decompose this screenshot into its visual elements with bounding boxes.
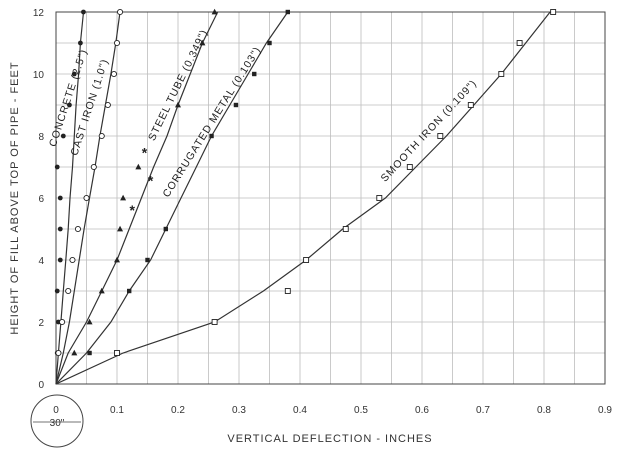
data-point-4 — [406, 164, 413, 170]
data-point-3 — [209, 133, 214, 139]
x-tick-label: 0.6 — [415, 405, 429, 416]
x-axis-label: VERTICAL DEFLECTION - INCHES — [227, 433, 432, 445]
pipe-symbol: 30" — [30, 394, 84, 448]
data-point-2 — [117, 225, 124, 232]
data-point-4 — [437, 133, 444, 139]
y-axis-label: HEIGHT OF FILL ABOVE TOP OF PIPE - FEET — [9, 61, 21, 334]
data-point-4 — [376, 195, 383, 201]
data-point-2 — [114, 256, 120, 263]
x-tick-label: 0.3 — [232, 405, 246, 416]
data-points: *** — [54, 8, 557, 357]
y-tick-label: 6 — [38, 194, 44, 205]
data-point-1 — [69, 256, 76, 264]
data-point-0 — [57, 257, 63, 263]
data-point-1 — [90, 163, 97, 171]
data-point-1 — [98, 132, 105, 140]
data-point-2 — [71, 349, 78, 356]
data-point-0 — [81, 9, 86, 15]
data-point-4 — [284, 288, 291, 294]
data-point-3 — [267, 40, 272, 46]
data-point-0 — [67, 102, 72, 108]
data-point-4 — [211, 319, 218, 325]
data-point-3 — [233, 102, 239, 108]
data-point-2 — [211, 8, 218, 15]
data-point-3 — [163, 226, 168, 232]
data-point-4 — [516, 40, 523, 46]
asterisk-annotation: * — [130, 202, 136, 218]
x-tick-label: 0.8 — [537, 405, 551, 416]
y-tick-label: 2 — [38, 318, 44, 329]
x-tick-label: 0 — [53, 405, 59, 416]
data-point-1 — [110, 70, 117, 78]
series-line-2 — [55, 11, 219, 385]
data-point-3 — [145, 257, 150, 263]
y-tick-label: 4 — [38, 256, 44, 267]
data-point-1 — [65, 287, 72, 295]
tick-labels: 0 0.1 0.2 0.3 0.4 0.5 0.6 0.7 0.8 0.9 0 2 4 6 8 10 12 — [33, 8, 613, 416]
data-point-4 — [303, 257, 310, 263]
asterisk-annotation: * — [148, 173, 154, 189]
x-tick-label: 0.4 — [293, 405, 307, 416]
x-tick-label: 0.7 — [476, 405, 490, 416]
y-tick-label: 8 — [38, 132, 44, 143]
data-point-4 — [114, 350, 120, 356]
y-tick-label: 12 — [33, 8, 45, 19]
data-point-0 — [71, 71, 77, 77]
data-point-0 — [78, 40, 83, 46]
gridlines — [56, 12, 605, 384]
x-tick-label: 0.1 — [110, 405, 124, 416]
asterisk-annotation: * — [142, 145, 148, 161]
data-point-3 — [87, 350, 92, 356]
y-tick-label: 0 — [38, 380, 44, 391]
data-point-2 — [135, 163, 142, 170]
data-point-0 — [57, 195, 63, 201]
data-point-3 — [285, 9, 290, 15]
data-point-2 — [199, 39, 206, 46]
data-point-1 — [117, 8, 124, 16]
data-point-0 — [54, 164, 60, 170]
x-tick-label: 0.5 — [354, 405, 368, 416]
data-point-1 — [113, 39, 121, 47]
data-point-4 — [550, 9, 557, 15]
data-point-2 — [86, 318, 93, 325]
series-line-3 — [55, 11, 289, 385]
pipe-diameter-label: 30" — [50, 418, 65, 429]
data-point-3 — [127, 288, 132, 294]
data-point-4 — [467, 102, 474, 108]
data-point-2 — [120, 194, 127, 201]
x-tick-label: 0.2 — [171, 405, 185, 416]
data-point-2 — [175, 101, 181, 108]
data-point-1 — [74, 225, 82, 233]
y-tick-label: 10 — [33, 70, 45, 81]
data-point-4 — [498, 71, 505, 77]
plot-frame — [55, 11, 606, 385]
data-point-0 — [57, 226, 63, 232]
data-point-0 — [54, 288, 60, 294]
data-point-1 — [83, 194, 90, 202]
data-point-2 — [98, 287, 105, 294]
data-point-3 — [252, 71, 257, 77]
data-point-1 — [59, 318, 66, 326]
pipe-circle — [30, 394, 84, 448]
data-point-4 — [342, 226, 349, 232]
data-point-0 — [60, 133, 66, 139]
data-point-1 — [55, 349, 62, 357]
x-tick-label: 0.9 — [598, 405, 612, 416]
data-point-1 — [104, 101, 111, 109]
